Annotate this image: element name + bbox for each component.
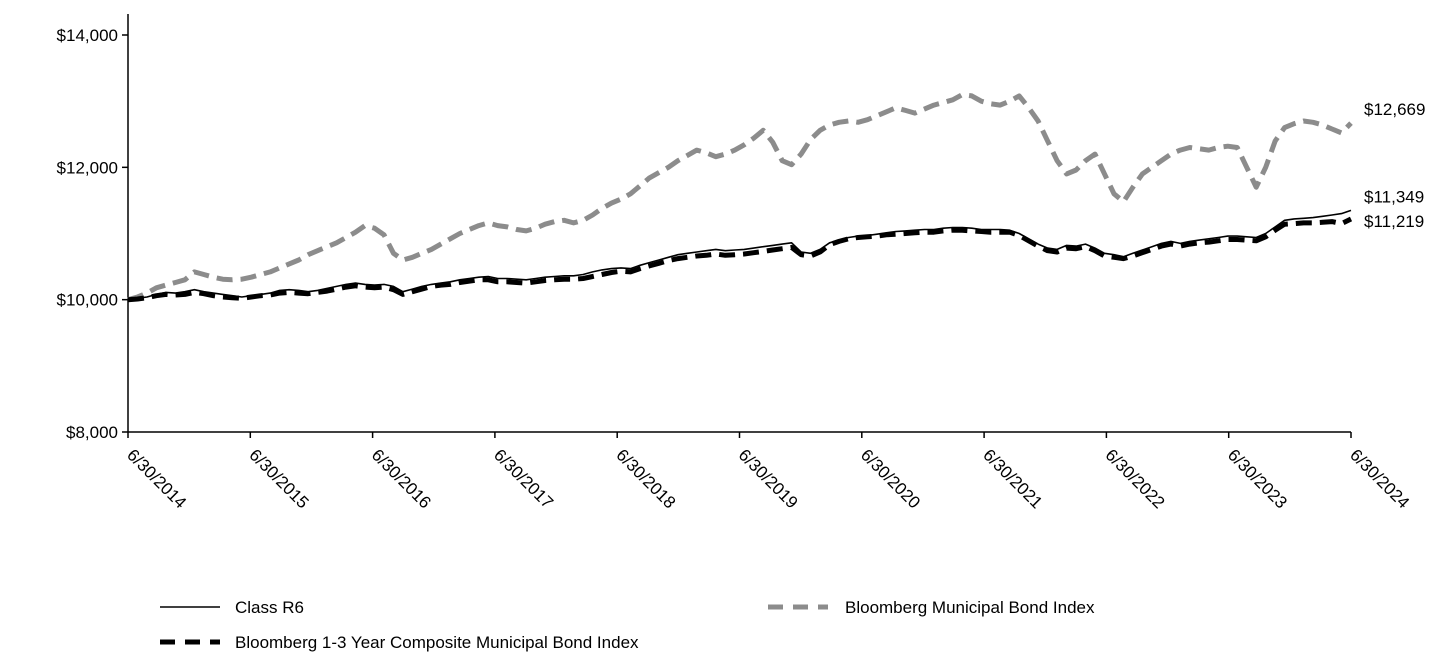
end-labels: $11,349 $11,219 $12,669 xyxy=(1364,100,1425,231)
x-tick-label: 6/30/2022 xyxy=(1102,445,1169,512)
x-tick-label: 6/30/2021 xyxy=(979,445,1046,512)
legend-label: Bloomberg Municipal Bond Index xyxy=(845,598,1095,617)
y-tick-label: $8,000 xyxy=(66,423,118,442)
end-value-label: $11,219 xyxy=(1364,212,1424,231)
end-value-label: $11,349 xyxy=(1364,187,1424,206)
y-axis-ticks: $8,000 $10,000 $12,000 $14,000 xyxy=(57,26,128,442)
x-tick-label: 6/30/2018 xyxy=(612,445,679,512)
x-tick-label: 6/30/2024 xyxy=(1346,445,1413,512)
y-tick-label: $14,000 xyxy=(57,26,118,45)
x-tick-label: 6/30/2014 xyxy=(123,445,190,512)
x-tick-label: 6/30/2017 xyxy=(490,445,557,512)
series-line-1 xyxy=(127,216,1353,303)
x-tick-label: 6/30/2019 xyxy=(735,445,802,512)
series-layer xyxy=(127,92,1353,303)
end-value-label: $12,669 xyxy=(1364,100,1425,119)
x-tick-label: 6/30/2016 xyxy=(368,445,435,512)
legend: Class R6 Bloomberg Municipal Bond Index Bl… xyxy=(160,598,1095,652)
x-tick-label: 6/30/2023 xyxy=(1224,445,1291,512)
legend-item: Class R6 xyxy=(160,598,304,617)
legend-item: Bloomberg 1-3 Year Composite Municipal B… xyxy=(160,633,639,652)
y-tick-label: $12,000 xyxy=(57,158,118,177)
axes xyxy=(127,14,1351,433)
legend-item: Bloomberg Municipal Bond Index xyxy=(768,598,1095,617)
legend-label: Bloomberg 1-3 Year Composite Municipal B… xyxy=(235,633,639,652)
legend-label: Class R6 xyxy=(235,598,304,617)
series-line-2 xyxy=(127,92,1353,303)
y-tick-label: $10,000 xyxy=(57,291,118,310)
x-axis-ticks: 6/30/2014 6/30/2015 6/30/2016 6/30/2017 6/30… xyxy=(123,432,1413,512)
series-line-0 xyxy=(127,209,1352,301)
x-tick-label: 6/30/2020 xyxy=(857,445,924,512)
x-tick-label: 6/30/2015 xyxy=(245,445,312,512)
